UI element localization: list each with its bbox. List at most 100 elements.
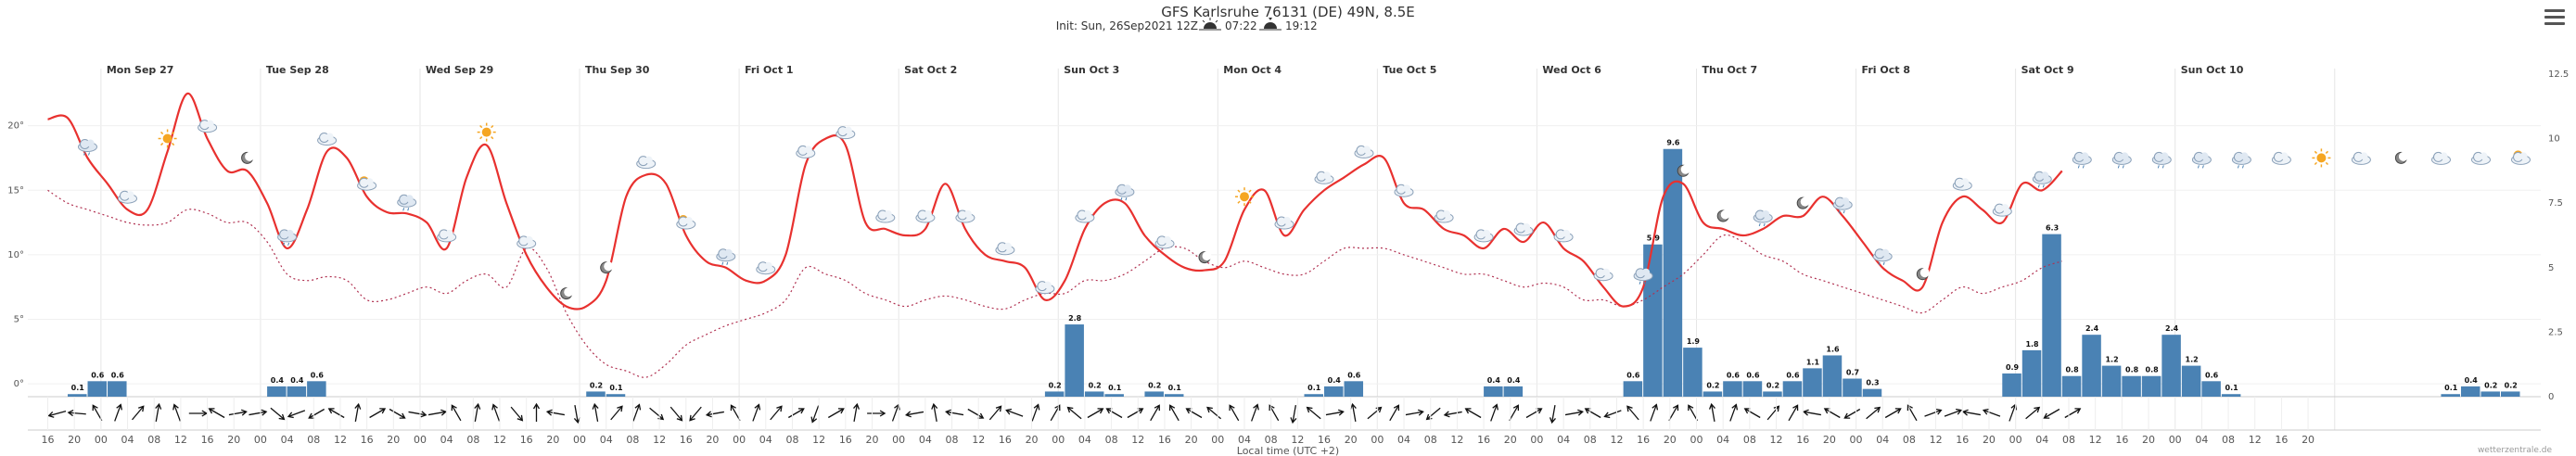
precip-value-label: 0.1 bbox=[609, 384, 623, 392]
cloud-icon bbox=[1075, 209, 1095, 223]
precip-value-label: 0.1 bbox=[1307, 384, 1321, 392]
y-right-tick: 12.5 bbox=[2548, 70, 2569, 80]
wind-arrow-icon bbox=[1788, 404, 1799, 422]
cloud-icon bbox=[516, 235, 537, 249]
hour-tick: 16 bbox=[1796, 434, 1809, 446]
wind-arrow-icon bbox=[752, 403, 761, 422]
wind-arrow-icon bbox=[592, 402, 599, 422]
day-label: Sat Oct 2 bbox=[904, 64, 957, 76]
wind-arrow-icon bbox=[1564, 409, 1584, 416]
wind-arrow-icon bbox=[1425, 407, 1441, 421]
precip-bar bbox=[2480, 391, 2500, 397]
wind-arrow-icon bbox=[705, 411, 724, 418]
precip-bar bbox=[87, 381, 108, 397]
y-left-tick: 15° bbox=[7, 185, 24, 196]
precip-value-label: 0.8 bbox=[2125, 366, 2139, 374]
precip-bar bbox=[2002, 373, 2021, 397]
precip-bar bbox=[1164, 394, 1184, 397]
wind-arrow-icon bbox=[1823, 408, 1841, 419]
day-label: Fri Oct 1 bbox=[745, 64, 793, 76]
precip-bar bbox=[1782, 381, 1803, 397]
precip-bar bbox=[2042, 234, 2061, 397]
moon-icon bbox=[241, 151, 255, 164]
wind-arrow-icon bbox=[1269, 404, 1280, 422]
precip-bar bbox=[2141, 375, 2162, 397]
wind-arrow-icon bbox=[228, 409, 248, 416]
precip-value-label: 2.4 bbox=[2165, 324, 2179, 333]
wind-arrow-icon bbox=[114, 403, 122, 422]
cloud-icon bbox=[2431, 151, 2451, 165]
day-label: Wed Oct 6 bbox=[1542, 64, 1601, 76]
partly-cloudy-icon bbox=[2511, 150, 2531, 165]
hour-tick: 20 bbox=[1345, 434, 1358, 446]
hour-tick: 20 bbox=[1504, 434, 1517, 446]
wind-arrow-icon bbox=[1729, 403, 1739, 422]
wind-arrow-icon bbox=[1306, 406, 1321, 420]
wind-arrow-icon bbox=[1087, 408, 1104, 419]
wind-arrow-icon bbox=[1389, 404, 1400, 422]
hour-tick: 08 bbox=[1903, 434, 1916, 446]
precip-bar bbox=[108, 381, 127, 397]
wind-arrow-icon bbox=[1031, 403, 1040, 422]
precip-bar bbox=[1763, 391, 1782, 397]
credit: wetterzentrale.de bbox=[2478, 446, 2553, 455]
hour-tick: 08 bbox=[466, 434, 479, 446]
hour-tick: 08 bbox=[2222, 434, 2235, 446]
cloud-icon bbox=[317, 133, 338, 146]
hour-tick: 20 bbox=[68, 434, 81, 446]
wind-arrow-icon bbox=[172, 403, 181, 422]
precip-bar bbox=[2500, 391, 2520, 397]
rain-cloud-icon bbox=[277, 229, 298, 247]
wind-arrow-icon bbox=[891, 403, 900, 422]
hour-tick: 12 bbox=[1450, 434, 1463, 446]
hamburger-menu-icon[interactable] bbox=[2544, 9, 2565, 26]
precip-bar bbox=[2101, 365, 2122, 397]
hour-tick: 00 bbox=[2169, 434, 2182, 446]
wind-arrow-icon bbox=[1549, 405, 1556, 424]
wind-arrow-icon bbox=[510, 406, 524, 422]
hour-tick: 20 bbox=[1664, 434, 1677, 446]
y-right-tick: 0 bbox=[2548, 392, 2554, 402]
cloud-icon bbox=[955, 209, 976, 223]
x-axis-label: Local time (UTC +2) bbox=[1237, 445, 1339, 456]
wind-arrow-icon bbox=[1626, 405, 1639, 421]
precip-value-label: 2.8 bbox=[1068, 314, 1082, 323]
wind-arrow-icon bbox=[649, 407, 665, 421]
precip-value-label: 0.6 bbox=[1347, 371, 1361, 379]
precip-bar bbox=[1084, 391, 1104, 397]
hour-tick: 20 bbox=[1026, 434, 1039, 446]
hour-tick: 08 bbox=[626, 434, 639, 446]
sun-icon bbox=[1235, 187, 1254, 207]
precip-bar bbox=[2162, 335, 2181, 397]
wind-arrow-icon bbox=[2009, 403, 2018, 422]
hour-tick: 16 bbox=[680, 434, 693, 446]
wind-arrow-icon bbox=[1525, 408, 1543, 419]
wind-arrow-icon bbox=[1229, 404, 1240, 422]
precip-value-label: 0.4 bbox=[271, 376, 285, 385]
init-time: Init: Sun, 26Sep2021 12Z bbox=[1056, 19, 1198, 32]
precip-bar bbox=[2061, 375, 2082, 397]
precip-value-label: 0.2 bbox=[1049, 381, 1062, 389]
rain-cloud-icon bbox=[2032, 171, 2052, 188]
moon-icon bbox=[1916, 268, 1930, 281]
hour-tick: 12 bbox=[1930, 434, 1943, 446]
precip-value-label: 0.1 bbox=[2444, 384, 2458, 392]
precip-value-label: 0.6 bbox=[1727, 371, 1741, 379]
hour-tick: 08 bbox=[307, 434, 320, 446]
hour-tick: 20 bbox=[1185, 434, 1198, 446]
moon-icon bbox=[2394, 151, 2408, 164]
moon-icon bbox=[600, 261, 614, 274]
wind-arrow-icon bbox=[1367, 406, 1383, 420]
cloud-icon bbox=[915, 209, 936, 223]
day-label: Thu Oct 7 bbox=[1702, 64, 1757, 76]
wind-arrow-icon bbox=[610, 405, 623, 421]
wind-arrow-icon bbox=[270, 407, 286, 421]
wind-arrow-icon bbox=[1509, 404, 1520, 422]
rain-cloud-icon bbox=[1753, 209, 1773, 227]
y-axes: 0° 5° 10° 15° 20° 0 2.5 5 7.5 10 12.5 bbox=[7, 70, 2569, 402]
hour-tick: 08 bbox=[1424, 434, 1437, 446]
precip-bar bbox=[2460, 386, 2480, 397]
wind-arrow-icon bbox=[1843, 408, 1861, 419]
wind-arrow-icon bbox=[451, 404, 462, 422]
day-label: Mon Sep 27 bbox=[107, 64, 174, 76]
